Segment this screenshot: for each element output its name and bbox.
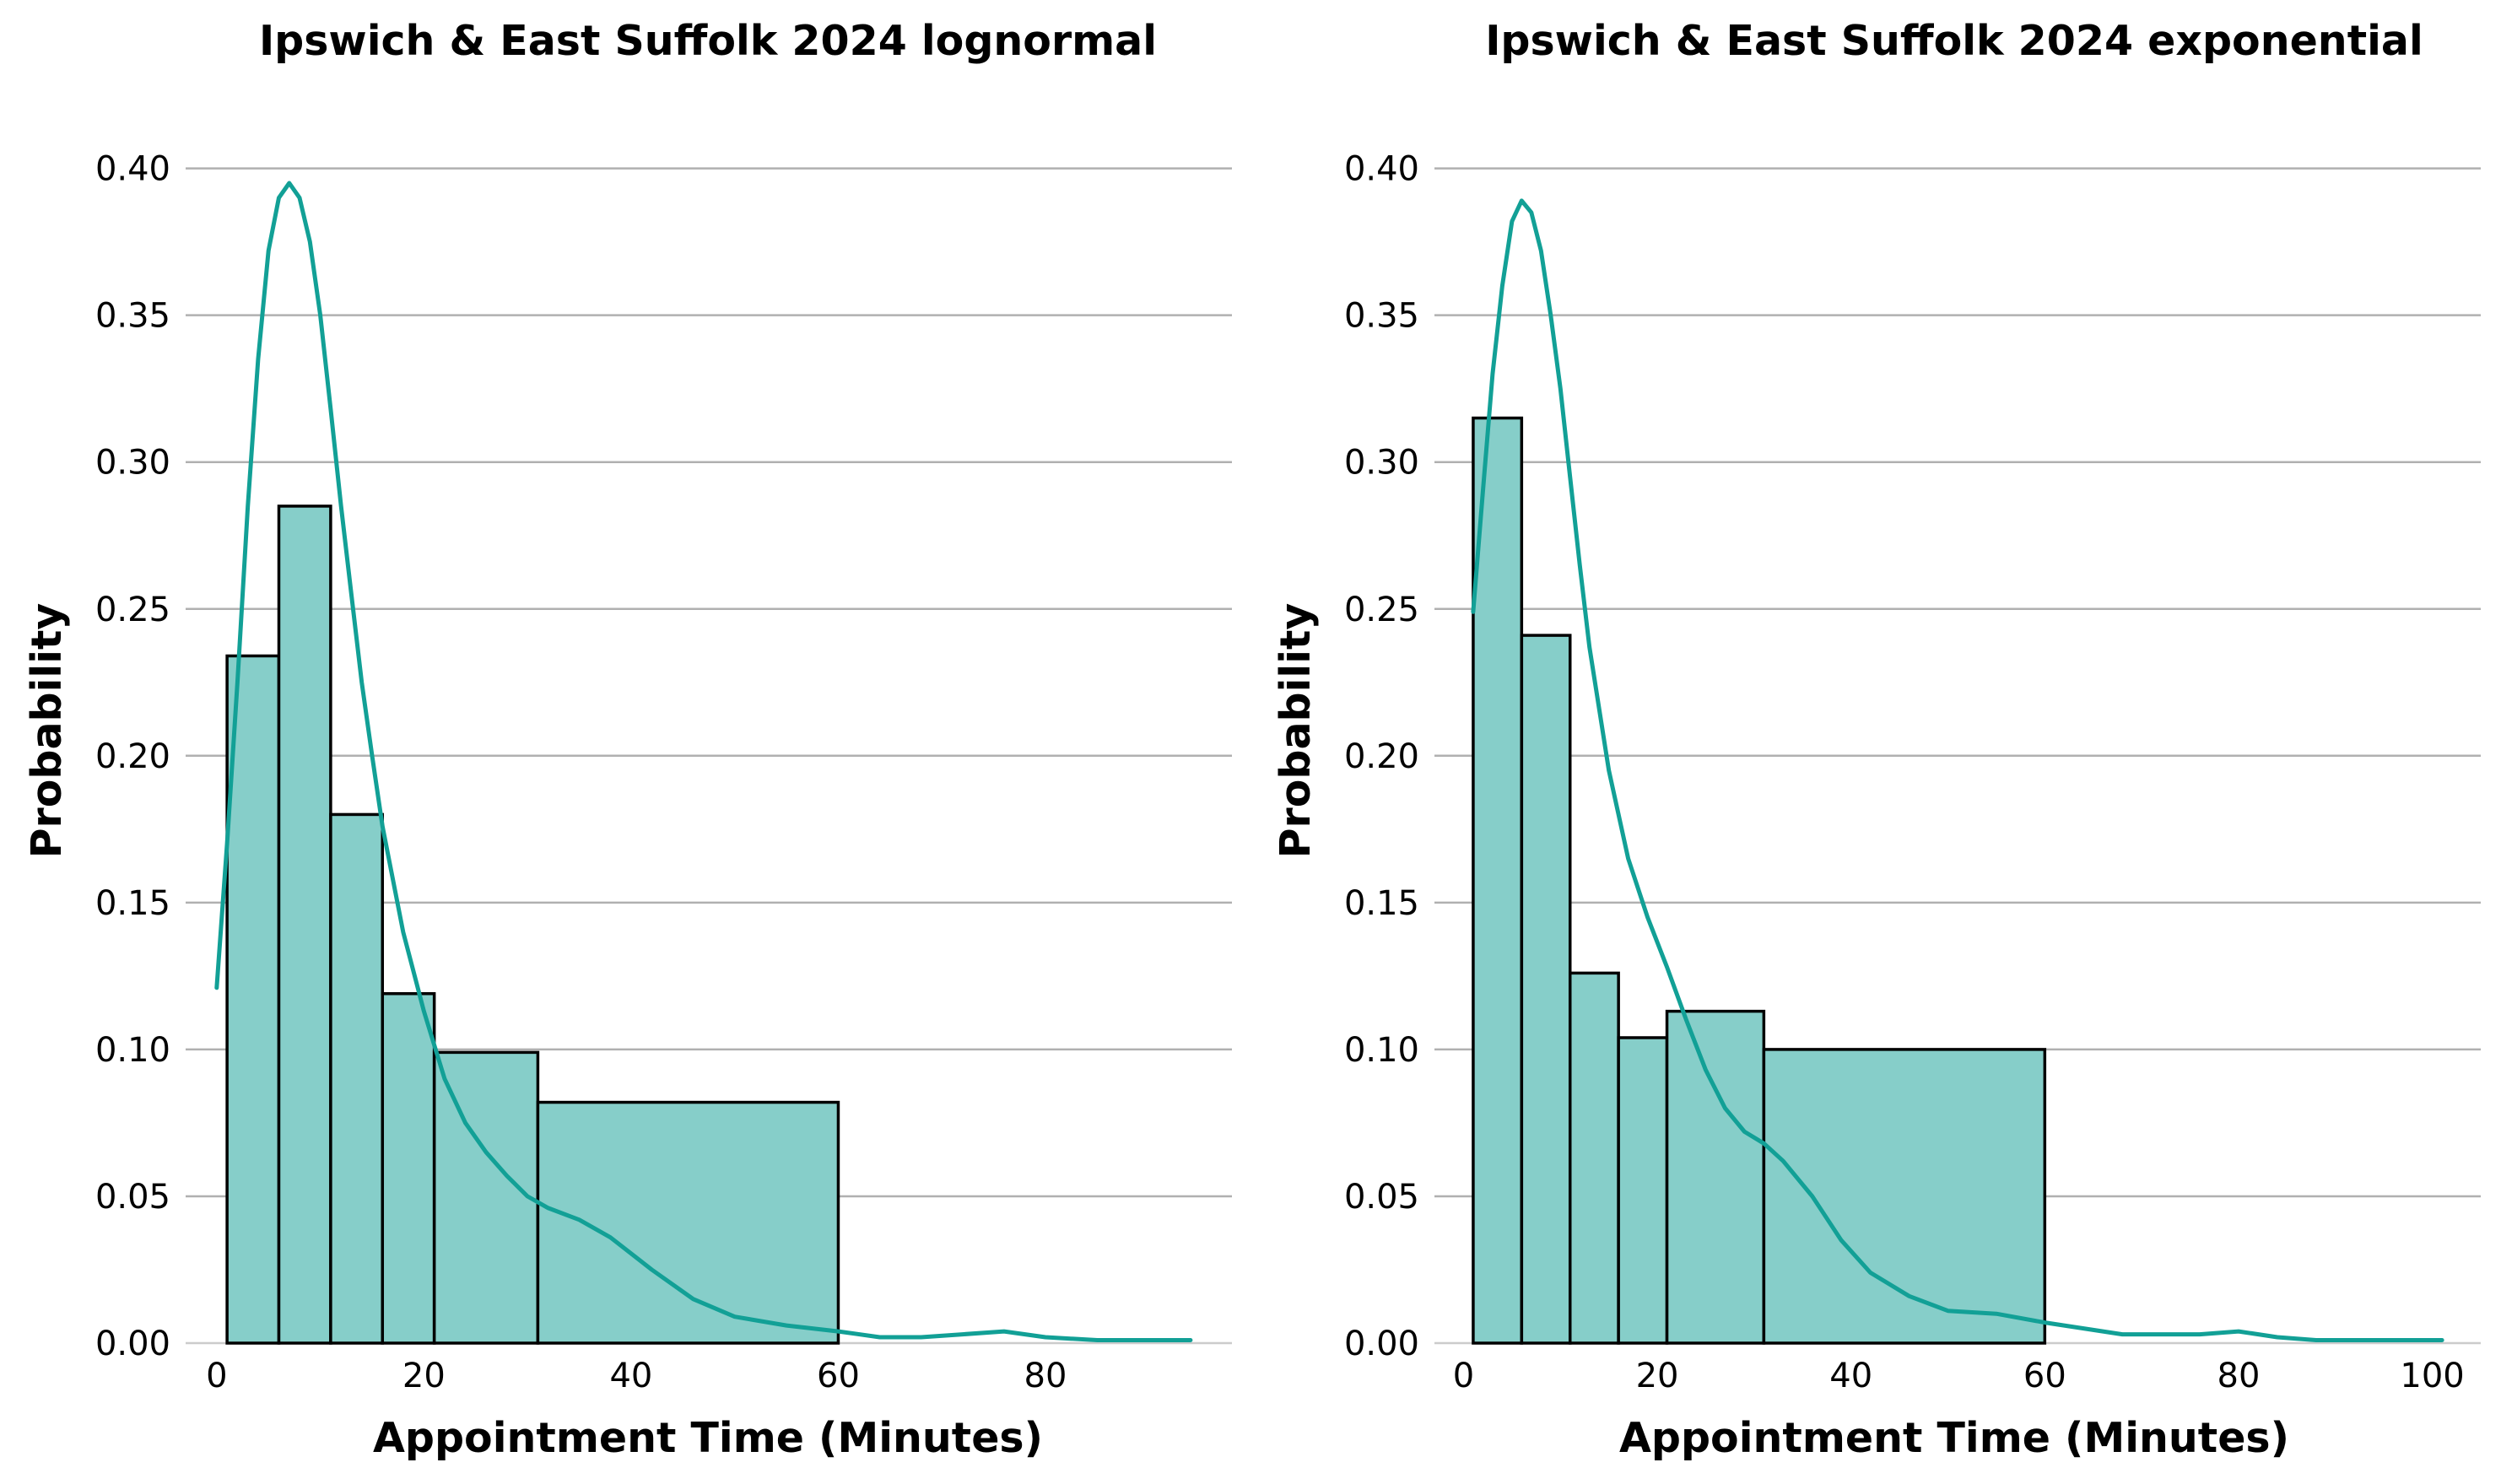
kde-curve [214, 181, 1193, 1342]
x-tick-label: 40 [609, 1357, 652, 1395]
y-tick-label: 0.30 [95, 444, 170, 483]
y-tick-label: 0.35 [95, 297, 170, 336]
y-tick-label: 0.05 [95, 1178, 170, 1217]
histogram-bar [1665, 1009, 1766, 1345]
histogram-bar [1568, 971, 1620, 1345]
y-axis-label: Probability [1272, 603, 1320, 859]
histogram-bar [1617, 1036, 1669, 1345]
histogram-bar [277, 505, 332, 1345]
histogram-bar [1472, 416, 1524, 1345]
y-tick-label: 0.10 [1344, 1031, 1419, 1070]
y-tick-label: 0.40 [95, 150, 170, 189]
chart-title: Ipswich & East Suffolk 2024 lognormal [259, 17, 1157, 65]
x-tick-label: 20 [402, 1357, 446, 1395]
histogram-bar [381, 992, 436, 1345]
chart-exponential: 0.00 0.05 0.10 0.15 0.20 0.25 0.30 0.35 0.40 0 20 4… [1272, 17, 2481, 1462]
y-tick-label: 0.40 [1344, 150, 1419, 189]
y-tick-label: 0.25 [95, 591, 170, 629]
x-tick-label: 20 [1636, 1357, 1679, 1395]
histogram-bar [432, 1050, 540, 1345]
y-tick-label: 0.35 [1344, 297, 1419, 336]
x-tick-label: 80 [2217, 1357, 2261, 1395]
kde-curve [1471, 198, 2444, 1342]
x-axis-label: Appointment Time (Minutes) [1619, 1414, 2289, 1462]
y-tick-label: 0.15 [1344, 884, 1419, 923]
y-tick-label: 0.25 [1344, 591, 1419, 629]
y-tick-label: 0.15 [95, 884, 170, 923]
chart-title: Ipswich & East Suffolk 2024 exponential [1485, 17, 2423, 65]
y-tick-label: 0.00 [1344, 1325, 1419, 1363]
y-tick-label: 0.20 [1344, 737, 1419, 776]
x-tick-label: 0 [1453, 1357, 1474, 1395]
y-tick-label: 0.30 [1344, 444, 1419, 483]
chart-lognormal: 0.00 0.05 0.10 0.15 0.20 0.25 0.30 0.35 0.40 0 20 4… [23, 17, 1232, 1462]
histogram-bar [225, 654, 281, 1345]
y-tick-label: 0.20 [95, 737, 170, 776]
x-tick-label: 100 [2400, 1357, 2464, 1395]
x-tick-label: 60 [817, 1357, 860, 1395]
x-tick-label: 60 [2023, 1357, 2066, 1395]
histogram-bar [1762, 1048, 2047, 1345]
y-tick-label: 0.00 [95, 1325, 170, 1363]
y-axis-label: Probability [23, 603, 71, 859]
x-tick-label: 80 [1024, 1357, 1067, 1395]
x-axis-label: Appointment Time (Minutes) [373, 1414, 1043, 1462]
histogram-bar [329, 812, 385, 1345]
y-tick-label: 0.05 [1344, 1178, 1419, 1217]
histogram-bar [1520, 634, 1572, 1345]
y-tick-label: 0.10 [95, 1031, 170, 1070]
x-tick-label: 0 [206, 1357, 227, 1395]
x-tick-label: 40 [1829, 1357, 1872, 1395]
